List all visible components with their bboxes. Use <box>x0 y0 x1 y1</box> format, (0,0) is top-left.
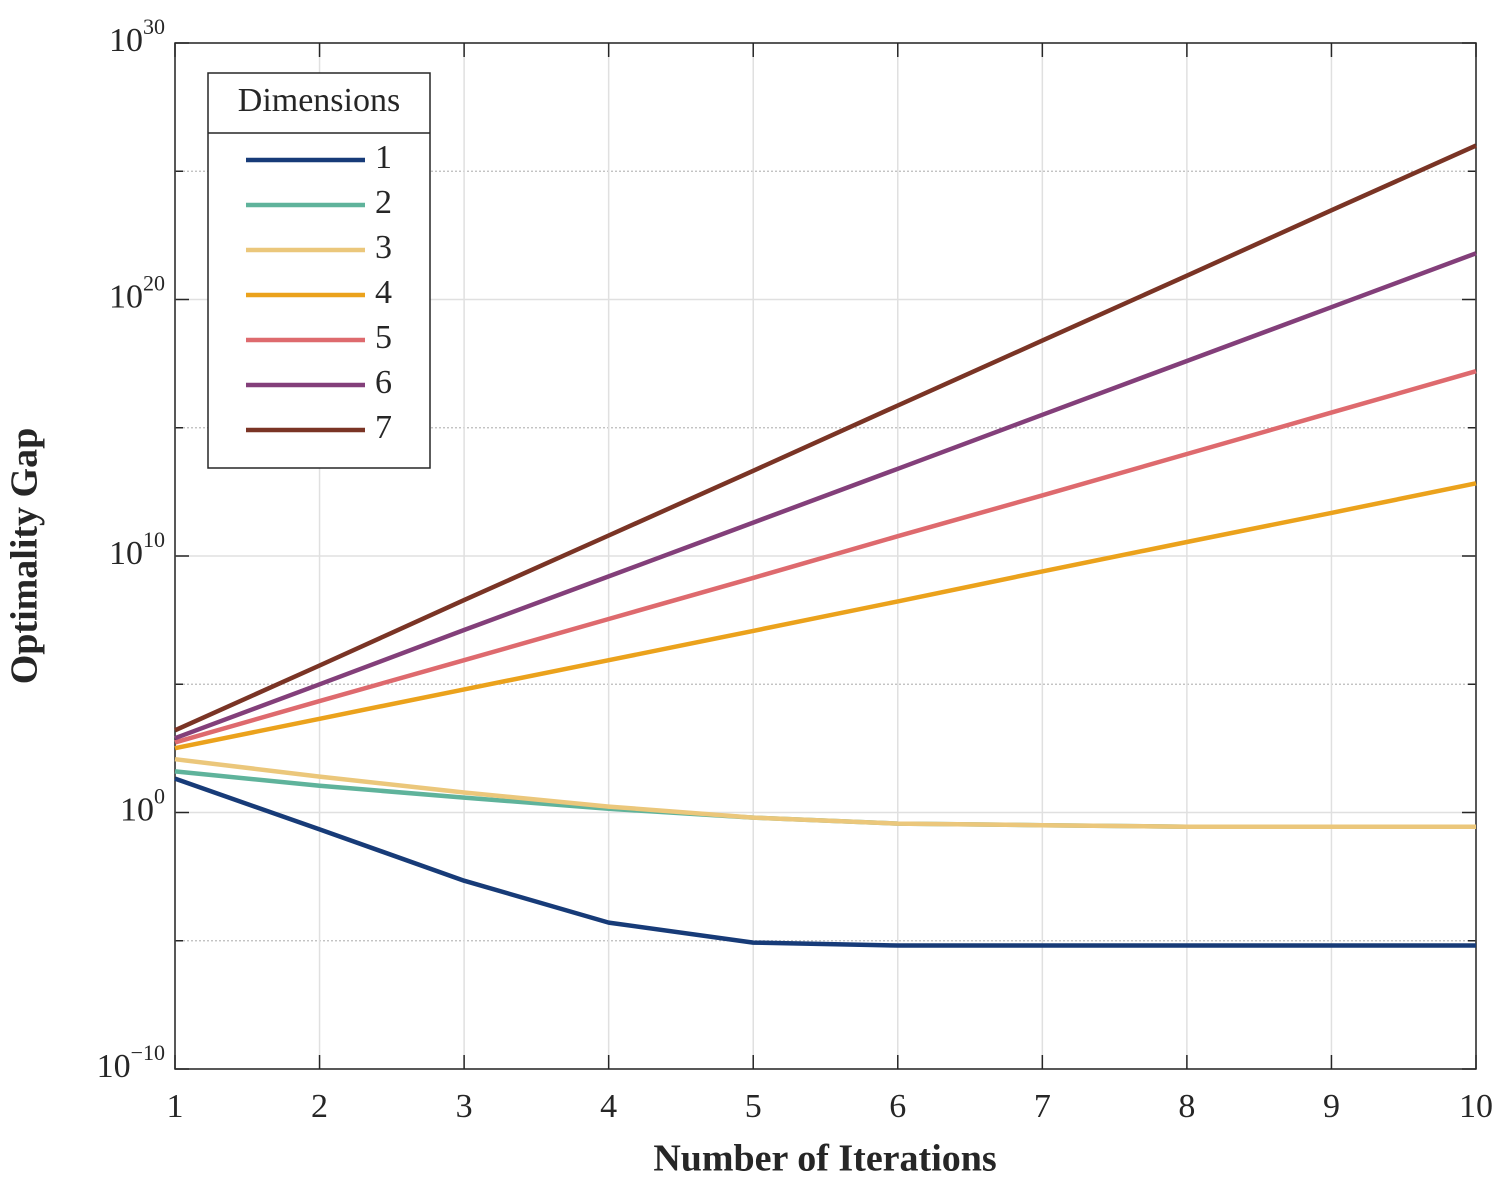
line <box>174 369 1477 745</box>
x-tick-label: 5 <box>745 1088 762 1125</box>
legend-label: 3 <box>375 229 392 266</box>
x-tick-label: 9 <box>1323 1088 1340 1125</box>
plot-frame <box>174 42 1477 1070</box>
x-tick-label: 1 <box>167 1088 184 1125</box>
x-axis-label: Number of Iterations <box>653 1138 996 1180</box>
x-tick-label: 6 <box>889 1088 906 1125</box>
legend-label: 5 <box>375 319 392 356</box>
y-tick-label: 100 <box>120 784 165 829</box>
line <box>174 756 1476 829</box>
y-tick-label: 1020 <box>109 271 165 316</box>
legend-label: 7 <box>375 409 392 446</box>
x-tick-label: 2 <box>311 1088 328 1125</box>
y-tick-label: 1030 <box>109 14 165 59</box>
x-tick-label: 8 <box>1178 1088 1195 1125</box>
line <box>174 481 1477 751</box>
legend-label: 4 <box>375 274 392 311</box>
x-tick-label: 10 <box>1459 1088 1493 1125</box>
line <box>174 143 1477 733</box>
legend-title: Dimensions <box>238 82 400 119</box>
line <box>174 776 1476 948</box>
x-tick-label: 7 <box>1034 1088 1051 1125</box>
y-tick-label: 1010 <box>109 527 165 572</box>
legend-label: 6 <box>375 364 392 401</box>
legend-box <box>207 72 431 469</box>
x-tick-label: 3 <box>456 1088 473 1125</box>
legend-label: 2 <box>375 184 392 221</box>
y-axis-label: Optimality Gap <box>4 428 46 685</box>
y-tick-label: 10−10 <box>97 1040 165 1085</box>
legend-label: 1 <box>375 139 392 176</box>
x-tick-label: 4 <box>600 1088 617 1125</box>
line <box>174 251 1477 741</box>
